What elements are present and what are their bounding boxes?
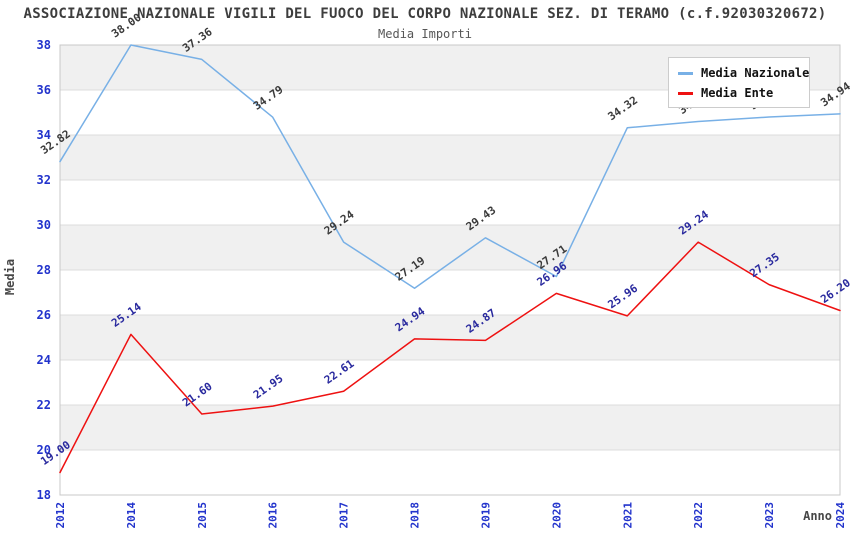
legend-swatch-media-nazionale-icon [678, 71, 693, 75]
y-tick-label: 28 [37, 263, 51, 277]
y-tick-label: 18 [37, 488, 51, 502]
x-tick-label: 2024 [834, 502, 847, 529]
series-line-media-ente [59, 241, 841, 474]
x-tick-label: 2019 [479, 502, 492, 529]
x-tick-label: 2020 [550, 502, 563, 529]
legend-label-media-ente: Media Ente [701, 86, 774, 100]
x-tick-label: 2021 [621, 502, 634, 529]
series-line-media-nazionale [59, 44, 841, 289]
x-tick-label: 2017 [338, 502, 351, 529]
y-tick-label: 34 [37, 128, 51, 142]
legend: Media Nazionale Media Ente [668, 57, 810, 108]
point-label: 38.00 [109, 11, 144, 41]
point-label: 34.32 [606, 94, 641, 124]
y-tick-label: 22 [37, 398, 51, 412]
legend-label-media-nazionale: Media Nazionale [701, 66, 810, 80]
y-tick-label: 30 [37, 218, 51, 232]
grid-band [60, 135, 840, 180]
point-label: 26.20 [818, 276, 850, 306]
plot-border [59, 44, 841, 496]
point-label: 21.95 [251, 372, 286, 402]
grid-band [60, 405, 840, 450]
y-tick-label: 20 [37, 443, 51, 457]
x-tick-label: 2015 [196, 502, 209, 529]
x-tick-label: 2014 [125, 502, 138, 529]
chart-title: ASSOCIAZIONE NAZIONALE VIGILI DEL FUOCO … [23, 6, 827, 22]
x-tick-label: 2016 [267, 502, 280, 529]
y-tick-label: 26 [37, 308, 51, 322]
y-tick-label: 38 [37, 38, 51, 52]
y-tick-label: 36 [37, 83, 51, 97]
x-tick-label: 2022 [692, 502, 705, 529]
grid-band [60, 315, 840, 360]
legend-swatch-media-ente-icon [678, 91, 693, 95]
point-label: 22.61 [322, 357, 357, 387]
legend-item-media-ente[interactable]: Media Ente [678, 86, 800, 100]
x-tick-label: 2012 [54, 502, 67, 529]
x-axis-title: Anno [803, 509, 832, 523]
y-tick-label: 24 [37, 353, 51, 367]
y-tick-label: 32 [37, 173, 51, 187]
x-tick-label: 2023 [763, 502, 776, 529]
x-tick-label: 2018 [409, 502, 422, 529]
chart-subtitle: Media Importi [378, 27, 472, 41]
legend-item-media-nazionale[interactable]: Media Nazionale [678, 66, 809, 80]
